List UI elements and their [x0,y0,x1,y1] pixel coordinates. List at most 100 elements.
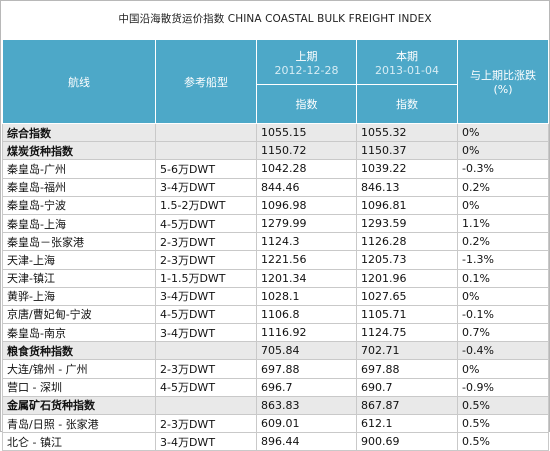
change-unit: (%) [493,83,513,96]
route-cell: 秦皇岛-宁波 [2,195,156,215]
current-index-cell: 1096.81 [356,195,458,215]
previous-index-cell: 696.7 [256,377,357,397]
route-row: 秦皇岛-上海 4-5万DWT 1279.99 1293.59 1.1% [2,213,549,234]
ship-type-cell: 2-3万DWT [155,232,257,252]
route-cell: 营口 - 深圳 [2,377,156,397]
current-index-cell: 1201.96 [356,268,458,288]
ship-type-cell [155,122,257,143]
route-row: 天津-上海 2-3万DWT 1221.56 1205.73 -1.3% [2,250,549,270]
current-index-cell: 867.87 [356,395,458,416]
ship-type-cell [155,141,257,161]
ship-type-cell: 2-3万DWT [155,359,257,379]
change-percent-cell: 0.5% [457,432,549,451]
previous-index-cell: 1096.98 [256,195,357,215]
route-cell: 黄骅-上海 [2,286,156,306]
route-cell: 天津-上海 [2,250,156,270]
current-index-cell: 690.7 [356,377,458,397]
route-row: 秦皇岛-南京 3-4万DWT 1116.92 1124.75 0.7% [2,323,549,343]
table-body: 综合指数 1055.15 1055.32 0% 煤炭货种指数 1150.72 1150.37… [2,122,549,451]
current-index-cell: 1293.59 [356,213,458,234]
change-percent-cell: 0.2% [457,177,549,197]
route-cell: 秦皇岛-广州 [2,159,156,179]
change-percent-cell: 0.7% [457,323,549,343]
route-cell: 秦皇岛-南京 [2,323,156,343]
index-category-row: 金属矿石货种指数 863.83 867.87 0.5% [2,395,549,416]
previous-period-date: 2012-12-28 [274,63,339,77]
route-cell: 大连/锦州 - 广州 [2,359,156,379]
current-index-cell: 846.13 [356,177,458,197]
previous-index-cell: 1124.3 [256,232,357,252]
ship-type-cell: 3-4万DWT [155,286,257,306]
table-title: 中国沿海散货运价指数 CHINA COASTAL BULK FREIGHT IN… [1,1,549,39]
change-percent-cell: -0.4% [457,341,549,361]
route-row: 青岛/日照 - 张家港 2-3万DWT 609.01 612.1 0.5% [2,413,549,434]
previous-index-cell: 1279.99 [256,213,357,234]
route-row: 北仑 - 镇江 3-4万DWT 896.44 900.69 0.5% [2,432,549,451]
ship-type-cell: 4-5万DWT [155,377,257,397]
route-row: 秦皇岛-福州 3-4万DWT 844.46 846.13 0.2% [2,177,549,197]
column-header-change: 与上期比涨跌 (%) [457,39,549,124]
current-index-cell: 1039.22 [356,159,458,179]
route-row: 秦皇岛-广州 5-6万DWT 1042.28 1039.22 -0.3% [2,159,549,179]
change-percent-cell: 0% [457,359,549,379]
previous-index-cell: 609.01 [256,413,357,434]
index-category-row: 粮食货种指数 705.84 702.71 -0.4% [2,341,549,361]
current-index-cell: 1027.65 [356,286,458,306]
current-index-cell: 1105.71 [356,304,458,325]
ship-type-cell: 3-4万DWT [155,323,257,343]
current-index-cell: 900.69 [356,432,458,451]
route-cell: 煤炭货种指数 [2,141,156,161]
previous-index-cell: 1116.92 [256,323,357,343]
index-category-row: 综合指数 1055.15 1055.32 0% [2,122,549,143]
header-row-bottom: 指数 指数 [3,84,549,124]
previous-index-cell: 697.88 [256,359,357,379]
previous-index-cell: 844.46 [256,177,357,197]
column-header-curr-index: 指数 [356,84,458,124]
column-header-current-period: 本期 2013-01-04 [356,39,458,85]
ship-type-cell: 1-1.5万DWT [155,268,257,288]
previous-index-cell: 1106.8 [256,304,357,325]
current-index-cell: 697.88 [356,359,458,379]
change-percent-cell: -1.3% [457,250,549,270]
change-percent-cell: 0.2% [457,232,549,252]
change-percent-cell: 0.1% [457,268,549,288]
current-index-cell: 612.1 [356,413,458,434]
change-percent-cell: 1.1% [457,213,549,234]
ship-type-cell: 1.5-2万DWT [155,195,257,215]
current-index-cell: 1150.37 [356,141,458,161]
route-cell: 秦皇岛－张家港 [2,232,156,252]
route-cell: 北仑 - 镇江 [2,432,156,451]
change-percent-cell: 0% [457,122,549,143]
column-header-route: 航线 [2,39,156,124]
freight-index-table: 航线 参考船型 上期 2012-12-28 本期 2013-01-04 与上期比… [2,39,549,451]
current-index-cell: 1124.75 [356,323,458,343]
current-index-cell: 1126.28 [356,232,458,252]
previous-index-cell: 863.83 [256,395,357,416]
change-percent-cell: -0.3% [457,159,549,179]
change-label: 与上期比涨跌 [470,69,536,82]
route-row: 大连/锦州 - 广州 2-3万DWT 697.88 697.88 0% [2,359,549,379]
previous-index-cell: 1055.15 [256,122,357,143]
route-cell: 金属矿石货种指数 [2,395,156,416]
change-percent-cell: 0% [457,141,549,161]
previous-index-cell: 1221.56 [256,250,357,270]
ship-type-cell: 5-6万DWT [155,159,257,179]
previous-period-label: 上期 [295,49,318,63]
change-percent-cell: 0% [457,286,549,306]
route-cell: 粮食货种指数 [2,341,156,361]
route-cell: 京唐/曹妃甸-宁波 [2,304,156,325]
column-header-previous-period: 上期 2012-12-28 [256,39,357,85]
ship-type-cell: 3-4万DWT [155,432,257,451]
route-cell: 秦皇岛-福州 [2,177,156,197]
change-percent-cell: -0.1% [457,304,549,325]
route-cell: 青岛/日照 - 张家港 [2,413,156,434]
route-row: 黄骅-上海 3-4万DWT 1028.1 1027.65 0% [2,286,549,306]
change-percent-cell: -0.9% [457,377,549,397]
ship-type-cell [155,395,257,416]
ship-type-cell: 4-5万DWT [155,304,257,325]
header-row-top: 航线 参考船型 上期 2012-12-28 本期 2013-01-04 与上期比… [2,39,549,124]
route-cell: 综合指数 [2,122,156,143]
route-row: 京唐/曹妃甸-宁波 4-5万DWT 1106.8 1105.71 -0.1% [2,304,549,325]
previous-index-cell: 705.84 [256,341,357,361]
